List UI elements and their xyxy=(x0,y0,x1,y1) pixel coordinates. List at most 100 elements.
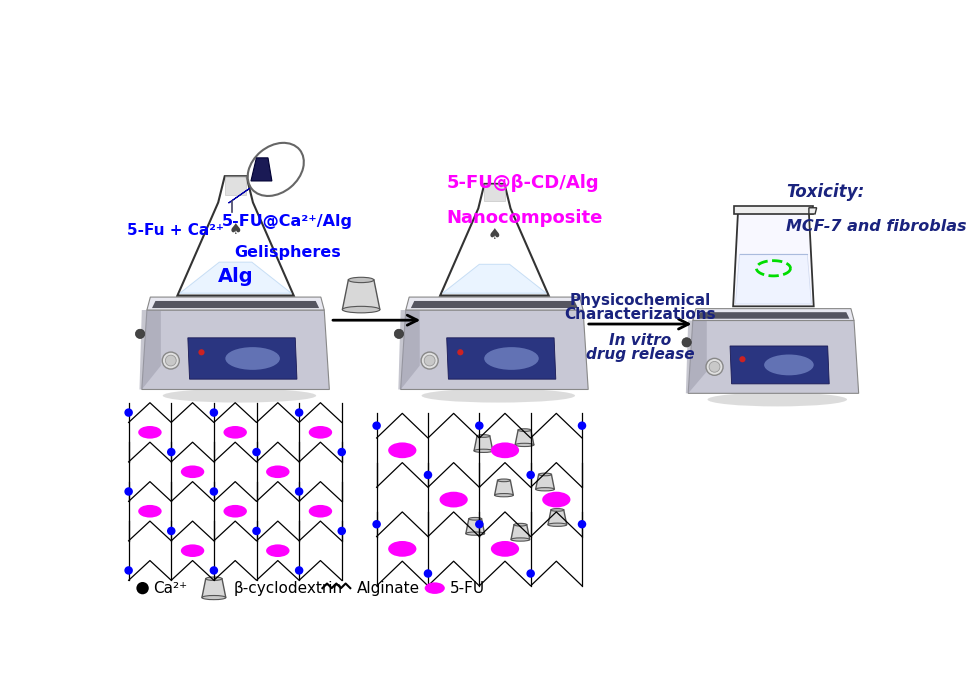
Polygon shape xyxy=(494,480,513,495)
Text: Alginate: Alginate xyxy=(357,581,420,595)
Ellipse shape xyxy=(248,143,304,196)
Circle shape xyxy=(706,359,723,375)
Polygon shape xyxy=(447,338,556,379)
Ellipse shape xyxy=(202,595,226,600)
Polygon shape xyxy=(689,320,859,393)
Ellipse shape xyxy=(206,577,222,581)
Ellipse shape xyxy=(266,466,289,478)
Circle shape xyxy=(424,471,432,479)
Polygon shape xyxy=(228,179,263,203)
Ellipse shape xyxy=(551,509,564,511)
Polygon shape xyxy=(224,176,247,195)
Text: drug release: drug release xyxy=(586,346,694,361)
Ellipse shape xyxy=(491,541,519,557)
Ellipse shape xyxy=(708,392,847,407)
Polygon shape xyxy=(400,310,588,390)
Circle shape xyxy=(372,520,381,528)
Circle shape xyxy=(252,527,261,535)
Ellipse shape xyxy=(514,524,527,526)
Polygon shape xyxy=(466,519,484,534)
Circle shape xyxy=(295,408,304,417)
Polygon shape xyxy=(734,206,813,214)
Circle shape xyxy=(709,361,720,372)
Text: 5-FU@Ca²⁺/Alg: 5-FU@Ca²⁺/Alg xyxy=(222,215,353,230)
Polygon shape xyxy=(736,254,811,304)
Circle shape xyxy=(337,527,346,535)
Circle shape xyxy=(198,349,205,355)
Ellipse shape xyxy=(477,435,490,437)
Text: MCF-7 and fibroblast: MCF-7 and fibroblast xyxy=(786,219,967,234)
Polygon shape xyxy=(515,430,534,445)
Polygon shape xyxy=(730,346,830,384)
Text: In vitro: In vitro xyxy=(609,333,671,348)
Circle shape xyxy=(295,488,304,496)
Ellipse shape xyxy=(469,517,482,520)
Circle shape xyxy=(577,422,586,430)
Text: β-cyclodextrin: β-cyclodextrin xyxy=(233,581,342,595)
Circle shape xyxy=(167,527,176,535)
Circle shape xyxy=(125,488,132,496)
Ellipse shape xyxy=(138,426,161,439)
Ellipse shape xyxy=(474,449,493,452)
Ellipse shape xyxy=(138,505,161,517)
Circle shape xyxy=(424,569,432,578)
Polygon shape xyxy=(411,301,578,308)
Text: 5-FU: 5-FU xyxy=(450,581,484,595)
Ellipse shape xyxy=(511,538,530,541)
Circle shape xyxy=(372,422,381,430)
Polygon shape xyxy=(251,158,272,181)
Circle shape xyxy=(162,352,179,369)
Circle shape xyxy=(475,422,484,430)
Ellipse shape xyxy=(494,494,513,497)
Text: ♠: ♠ xyxy=(229,223,243,238)
Circle shape xyxy=(457,349,463,355)
Polygon shape xyxy=(180,262,291,293)
Polygon shape xyxy=(178,176,294,295)
Ellipse shape xyxy=(548,523,567,526)
Ellipse shape xyxy=(225,347,279,370)
Circle shape xyxy=(210,488,219,496)
Circle shape xyxy=(295,566,304,574)
Circle shape xyxy=(475,520,484,528)
Circle shape xyxy=(167,448,176,456)
Ellipse shape xyxy=(348,277,374,282)
Polygon shape xyxy=(443,264,546,293)
Ellipse shape xyxy=(542,492,571,507)
Ellipse shape xyxy=(498,479,511,481)
Polygon shape xyxy=(440,184,548,295)
Ellipse shape xyxy=(764,354,813,375)
Ellipse shape xyxy=(308,426,332,439)
Text: 5-Fu + Ca²⁺: 5-Fu + Ca²⁺ xyxy=(127,223,224,238)
Circle shape xyxy=(682,337,691,347)
Polygon shape xyxy=(147,297,324,310)
Circle shape xyxy=(252,448,261,456)
Polygon shape xyxy=(342,280,380,310)
Ellipse shape xyxy=(484,347,539,370)
Text: Nanocomposite: Nanocomposite xyxy=(447,208,602,227)
Ellipse shape xyxy=(491,443,519,458)
Ellipse shape xyxy=(342,306,380,313)
Polygon shape xyxy=(548,510,567,525)
Circle shape xyxy=(125,408,132,417)
Ellipse shape xyxy=(466,532,484,535)
Ellipse shape xyxy=(388,443,417,458)
Ellipse shape xyxy=(308,505,332,517)
Ellipse shape xyxy=(223,426,247,439)
Polygon shape xyxy=(511,525,530,540)
Polygon shape xyxy=(484,184,505,201)
Circle shape xyxy=(136,582,149,594)
Circle shape xyxy=(526,569,535,578)
Ellipse shape xyxy=(181,545,204,557)
Circle shape xyxy=(421,352,438,369)
Polygon shape xyxy=(808,208,817,214)
Ellipse shape xyxy=(518,428,531,431)
Ellipse shape xyxy=(539,473,551,476)
Polygon shape xyxy=(474,436,493,451)
Polygon shape xyxy=(139,310,161,390)
Text: 5-FU@β-CD/Alg: 5-FU@β-CD/Alg xyxy=(447,174,599,191)
Text: Ca²⁺: Ca²⁺ xyxy=(154,581,188,595)
Text: Toxicity:: Toxicity: xyxy=(786,183,864,201)
Circle shape xyxy=(125,566,132,574)
Polygon shape xyxy=(536,475,554,490)
Text: Characterizations: Characterizations xyxy=(565,306,716,322)
